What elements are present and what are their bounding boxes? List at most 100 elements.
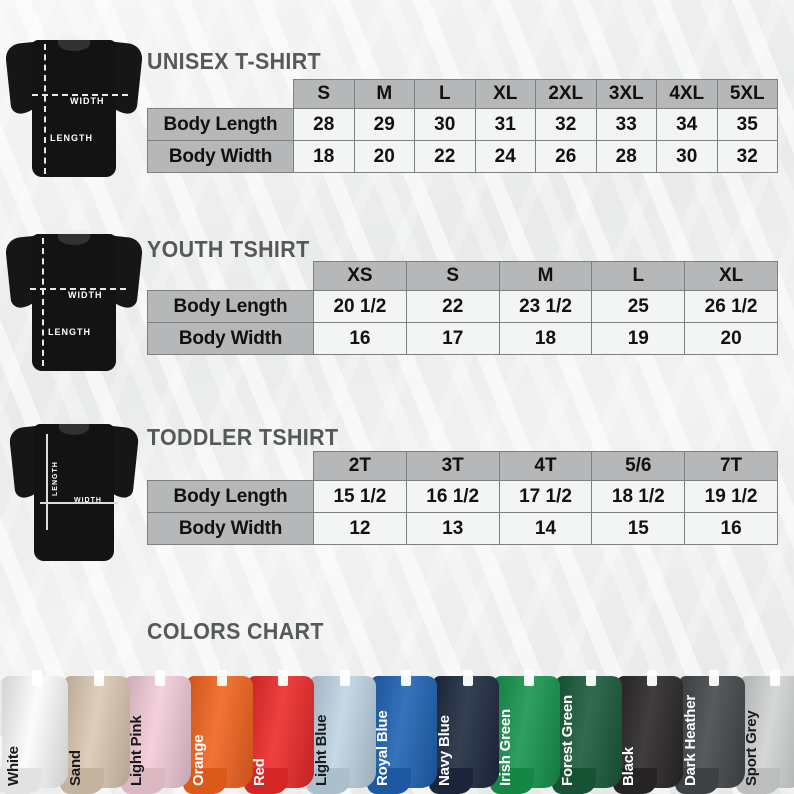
collar-tag-icon bbox=[585, 670, 596, 686]
shirt-body bbox=[34, 424, 114, 561]
table-row: Body Length 28 29 30 31 32 33 34 35 bbox=[147, 108, 778, 141]
value-cell: 16 bbox=[313, 322, 407, 355]
length-guide-line bbox=[46, 434, 48, 530]
table-row: Body Length 15 1/2 16 1/2 17 1/2 18 1/2 … bbox=[147, 480, 778, 513]
row-label: Body Width bbox=[147, 512, 314, 545]
length-label: LENGTH bbox=[50, 133, 93, 143]
value-cell: 23 1/2 bbox=[498, 290, 593, 323]
collar-tag-icon bbox=[462, 670, 473, 686]
value-cell: 20 bbox=[684, 322, 778, 355]
header-cell: L bbox=[414, 79, 476, 109]
value-cell: 16 1/2 bbox=[405, 480, 500, 513]
section-title-youth: YOUTH TSHIRT bbox=[147, 236, 310, 262]
value-cell: 26 1/2 bbox=[684, 290, 778, 323]
row-label: Body Length bbox=[147, 108, 294, 141]
header-cell: M bbox=[353, 79, 415, 109]
value-cell: 33 bbox=[595, 108, 657, 141]
header-cell: 2XL bbox=[535, 79, 597, 109]
header-corner-cell bbox=[148, 262, 314, 291]
width-guide-line bbox=[32, 94, 128, 96]
value-cell: 19 1/2 bbox=[684, 480, 778, 513]
shirt-body bbox=[31, 234, 117, 371]
value-cell: 18 bbox=[293, 140, 355, 173]
collar-tag-icon bbox=[524, 670, 534, 686]
section-title-colors-chart: COLORS CHART bbox=[147, 618, 324, 644]
value-cell: 30 bbox=[656, 140, 718, 173]
value-cell: 14 bbox=[498, 512, 593, 545]
value-cell: 29 bbox=[353, 108, 415, 141]
color-swatch-shirt[interactable]: White bbox=[0, 662, 76, 794]
table-row: Body Width 18 20 22 24 26 28 30 32 bbox=[147, 140, 778, 173]
table-toddler: 2T 3T 4T 5/6 7T Body Length 15 1/2 16 1/… bbox=[147, 451, 778, 545]
value-cell: 26 bbox=[535, 140, 597, 173]
value-cell: 15 1/2 bbox=[313, 480, 407, 513]
collar-tag-icon bbox=[708, 670, 719, 686]
width-guide-line bbox=[40, 502, 118, 504]
header-cell: M bbox=[498, 261, 593, 291]
header-cell: 3XL bbox=[595, 79, 657, 109]
table-header-row: S M L XL 2XL 3XL 4XL 5XL bbox=[148, 79, 778, 109]
value-cell: 20 bbox=[353, 140, 415, 173]
collar-tag-icon bbox=[93, 670, 104, 686]
value-cell: 12 bbox=[313, 512, 407, 545]
value-cell: 18 1/2 bbox=[591, 480, 686, 513]
header-cell: 5/6 bbox=[591, 451, 686, 481]
collar bbox=[58, 35, 90, 51]
collar-tag-icon bbox=[32, 670, 42, 686]
value-cell: 18 bbox=[498, 322, 593, 355]
header-cell: XS bbox=[313, 261, 407, 291]
header-cell: 7T bbox=[684, 451, 778, 481]
value-cell: 20 1/2 bbox=[313, 290, 407, 323]
collar-tag-icon bbox=[155, 670, 165, 686]
value-cell: 17 1/2 bbox=[498, 480, 593, 513]
header-cell: 3T bbox=[405, 451, 500, 481]
section-title-unisex: UNISEX T-SHIRT bbox=[147, 48, 321, 74]
row-label: Body Length bbox=[147, 480, 314, 513]
header-cell: XL bbox=[474, 79, 536, 109]
collar-tag-icon bbox=[278, 670, 288, 686]
table-header-row: XS S M L XL bbox=[148, 261, 778, 291]
value-cell: 19 bbox=[591, 322, 686, 355]
collar-tag-icon bbox=[216, 670, 227, 686]
header-corner-cell bbox=[148, 452, 314, 481]
section-title-toddler: TODDLER TSHIRT bbox=[147, 424, 339, 450]
collar bbox=[59, 419, 89, 435]
header-corner-cell bbox=[148, 80, 294, 109]
width-guide-line bbox=[30, 288, 126, 290]
row-label: Body Width bbox=[147, 322, 314, 355]
value-cell: 32 bbox=[716, 140, 778, 173]
value-cell: 17 bbox=[405, 322, 500, 355]
value-cell: 30 bbox=[414, 108, 476, 141]
value-cell: 24 bbox=[474, 140, 536, 173]
color-name-label: White bbox=[5, 746, 22, 786]
length-guide-line bbox=[44, 44, 46, 174]
table-header-row: 2T 3T 4T 5/6 7T bbox=[148, 451, 778, 481]
length-guide-line bbox=[42, 238, 44, 366]
value-cell: 13 bbox=[405, 512, 500, 545]
table-youth: XS S M L XL Body Length 20 1/2 22 23 1/2… bbox=[147, 261, 778, 355]
value-cell: 22 bbox=[414, 140, 476, 173]
length-label: LENGTH bbox=[52, 461, 59, 496]
unisex-shirt-illustration: WIDTH LENGTH bbox=[4, 28, 144, 180]
value-cell: 16 bbox=[684, 512, 778, 545]
width-label: WIDTH bbox=[70, 96, 105, 106]
value-cell: 28 bbox=[293, 108, 355, 141]
header-cell: XL bbox=[684, 261, 778, 291]
header-cell: L bbox=[591, 261, 686, 291]
swatch-hem bbox=[0, 768, 42, 794]
header-cell: S bbox=[405, 261, 500, 291]
header-cell: S bbox=[293, 79, 355, 109]
header-cell: 5XL bbox=[716, 79, 778, 109]
collar-tag-icon bbox=[401, 670, 411, 686]
value-cell: 15 bbox=[591, 512, 686, 545]
header-cell: 4T bbox=[498, 451, 593, 481]
width-label: WIDTH bbox=[68, 290, 103, 300]
toddler-shirt-illustration: LENGTH WIDTH bbox=[8, 412, 140, 564]
collar-tag-icon bbox=[770, 670, 780, 686]
value-cell: 28 bbox=[595, 140, 657, 173]
collar-tag-icon bbox=[647, 670, 657, 686]
header-cell: 2T bbox=[313, 451, 407, 481]
row-label: Body Length bbox=[147, 290, 314, 323]
width-label: WIDTH bbox=[74, 497, 102, 504]
